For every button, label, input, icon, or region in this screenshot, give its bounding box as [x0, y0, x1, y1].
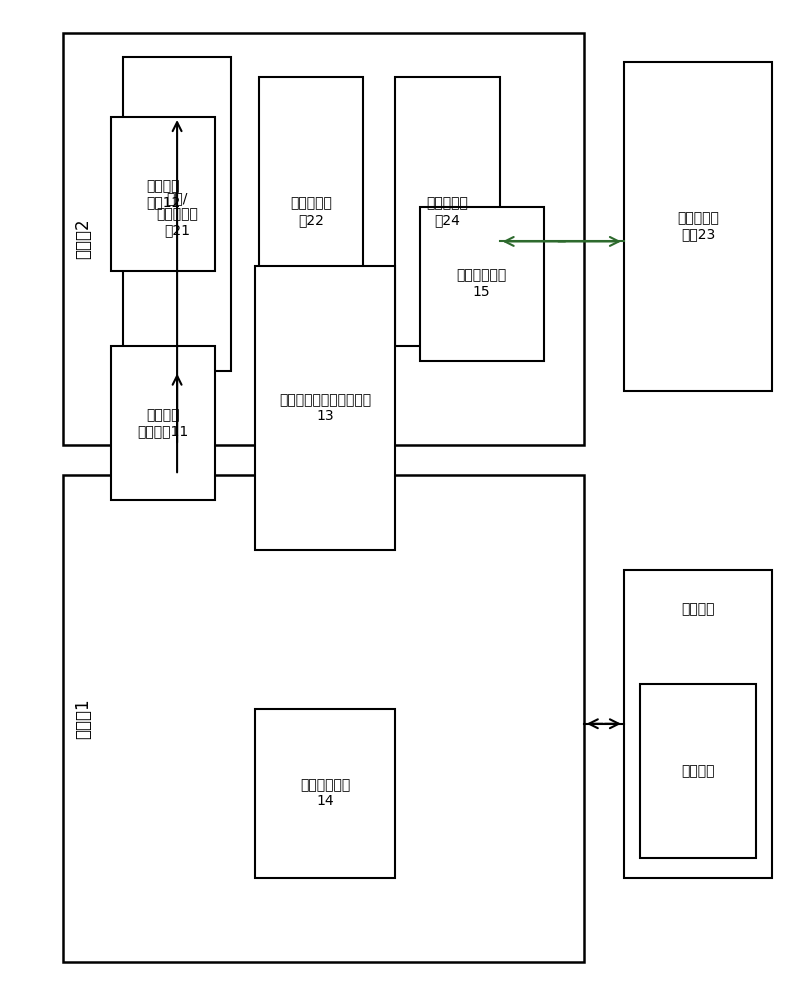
Text: 标签关系
整理模块11: 标签关系 整理模块11 — [137, 408, 189, 438]
Text: 服务器2: 服务器2 — [74, 219, 92, 259]
Bar — [420, 207, 544, 361]
Text: 标签生成模块
14: 标签生成模块 14 — [300, 778, 350, 808]
Bar — [640, 684, 756, 858]
Text: 标签存取
模块12: 标签存取 模块12 — [146, 179, 180, 209]
Text: 文档标签: 文档标签 — [681, 764, 715, 778]
Bar — [255, 266, 395, 550]
Text: 用户认证模
块24: 用户认证模 块24 — [427, 197, 469, 227]
Bar — [63, 33, 583, 445]
Bar — [255, 709, 395, 878]
Text: 状态检查模
块22: 状态检查模 块22 — [291, 197, 332, 227]
Bar — [111, 117, 215, 271]
Bar — [624, 62, 772, 391]
Bar — [111, 346, 215, 500]
Bar — [123, 57, 231, 371]
Text: 标签关系定义和更新模块
13: 标签关系定义和更新模块 13 — [279, 393, 371, 423]
Text: 标签数据库
模块23: 标签数据库 模块23 — [677, 211, 719, 242]
Bar — [624, 570, 772, 878]
Bar — [259, 77, 363, 346]
Text: 电子文档: 电子文档 — [681, 602, 715, 616]
Text: 检索/
更新服务模
块21: 检索/ 更新服务模 块21 — [156, 191, 198, 237]
Bar — [395, 77, 500, 346]
Bar — [63, 475, 583, 962]
Text: 客户端1: 客户端1 — [74, 698, 92, 739]
Text: 标签显示模块
15: 标签显示模块 15 — [457, 269, 507, 299]
